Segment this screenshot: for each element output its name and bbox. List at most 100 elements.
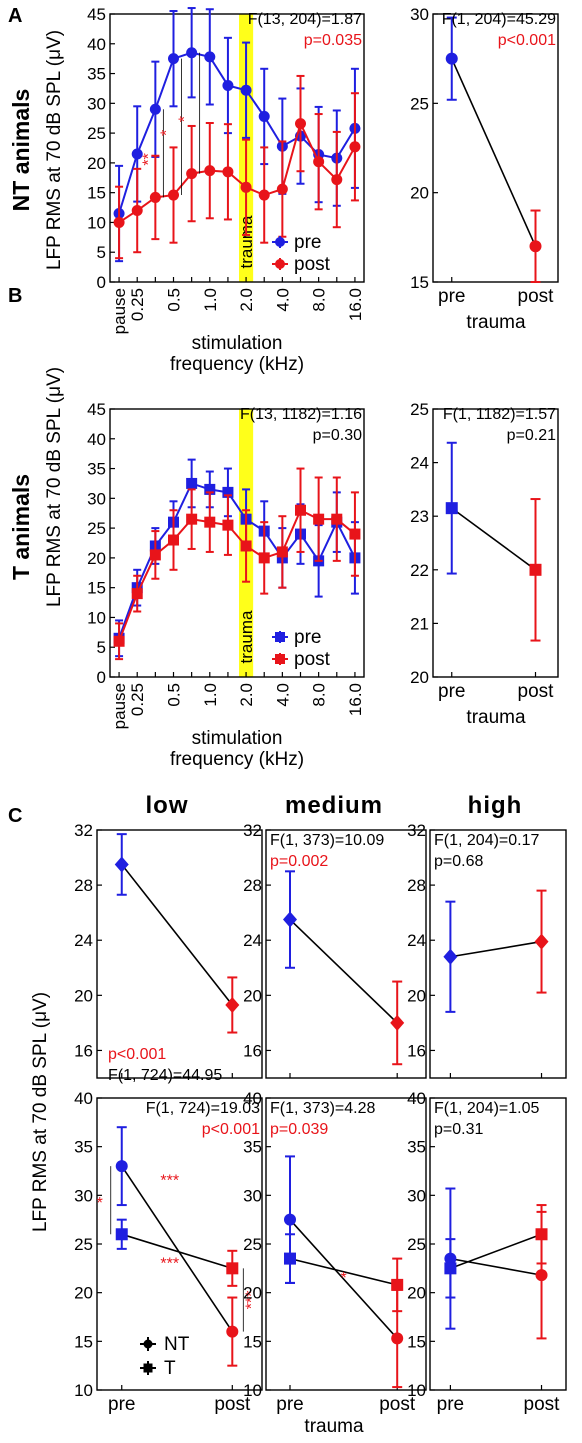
column-title-high: high [468,792,523,819]
series-T [284,1233,404,1313]
y-tick-label: 30 [87,489,106,508]
y-tick-label: 23 [410,507,429,526]
trauma-band-label: trauma [237,610,256,663]
data-point-pre [443,948,458,965]
x-tick-label-pre: pre [437,1394,464,1415]
data-point-post [168,534,179,546]
plot-frame [96,829,263,1079]
y-tick-label: 32 [243,821,262,840]
x-tick-label-pre: pre [108,1394,135,1415]
chart-A-right: 15 20 25 30 pre post F(1, 204)=45.29 p<0.001 [410,5,559,307]
x-tick-label: 0.5 [165,683,184,707]
xlabel-a-right: trauma [466,312,526,333]
data-point-post [534,933,549,950]
y-tick-label: 28 [74,876,93,895]
y-tick-label: 15 [74,1332,93,1351]
data-point-post [149,191,161,203]
stat-annotation: F(1, 204)=0.17 [434,832,540,849]
xlabel-a-line2: frequency (kHz) [170,354,304,375]
y-tick-label: 32 [74,821,93,840]
legend-label-pre: pre [294,232,321,253]
plot-frame [432,13,559,283]
y-tick-label: 5 [97,638,106,657]
data-point-post [535,1228,548,1241]
data-point-post [349,141,361,153]
stat-annotation: p<0.001 [108,1046,166,1063]
data-point-post [276,546,288,558]
legend-marker-T [143,1363,153,1373]
significance-stars: * [177,116,194,122]
y-tick-label: 10 [87,608,106,627]
plot-frame [429,829,567,1079]
data-point-pre [444,1262,457,1275]
y-tick-label: 25 [410,400,429,419]
series-line [289,1219,398,1339]
data-point-post [313,156,325,168]
stat-annotation: F(1, 724)=19.03 [146,1100,260,1117]
y-tick-label: 0 [97,668,106,687]
data-point-post [391,1332,404,1345]
data-point-post [204,165,216,177]
column-title-medium: medium [285,792,383,819]
data-point-post [240,181,252,193]
x-tick-label: 2.0 [237,288,256,312]
stat-annotation: p=0.21 [507,427,556,444]
x-tick-label: 8.0 [310,288,329,312]
chart-C-medium-top: 16 20 24 28 32 F(1, 373)=10.09 p=0.002 [243,821,427,1079]
data-point-post [276,183,288,195]
data-point-post [295,118,306,130]
y-tick-label: 40 [74,1089,93,1108]
data-point-pre [222,486,234,498]
ylabel-b: LFP RMS at 70 dB SPL (μV) [44,367,65,607]
data-point-pre [204,483,216,495]
data-point-post [529,563,542,576]
data-point-post [131,205,143,217]
stat-f-a: F(13, 204)=1.87 [248,11,362,28]
stat-annotation: F(1, 204)=1.05 [434,1100,540,1117]
y-tick-label: 10 [87,213,106,232]
significance-stars: * [97,1195,103,1212]
data-point-post [186,513,198,525]
legend-marker-post [275,259,285,269]
y-tick-label: 40 [243,1089,262,1108]
data-point-post [113,635,125,647]
xlabel-b-line2: frequency (kHz) [170,749,304,770]
series-line [450,940,542,958]
legend-marker-pre [275,632,285,642]
y-tick-label: 24 [74,931,93,950]
y-tick-label: 25 [87,519,106,538]
data-point-post [258,552,270,564]
x-tick-label: pause [110,683,129,729]
y-tick-label: 25 [74,1235,93,1254]
x-tick-label-post: post [379,1394,416,1415]
series-0 [283,870,405,1066]
data-point-pre [115,1228,128,1241]
stat-annotation: F(1, 204)=45.29 [442,11,556,28]
y-tick-label: 35 [407,1138,426,1157]
x-tick-label: pause [110,288,129,334]
data-point-pre [149,103,161,115]
data-point-post [168,189,179,201]
data-point-post [390,1014,405,1031]
significance-stars: *** [243,1291,260,1310]
data-point-pre [240,84,252,96]
y-tick-label: 40 [87,35,106,54]
series-post [113,467,361,661]
panel-label-c: C [8,805,22,827]
data-point-pre [115,1160,128,1173]
series-0 [114,833,240,1034]
series-0 [445,441,542,642]
legend-label-post: post [294,254,331,275]
series-NT [115,1126,239,1367]
data-point-post [204,516,216,528]
y-tick-label: 25 [407,1235,426,1254]
x-tick-label-post: post [518,681,555,702]
chart-B-left: trauma 0 5 10 15 20 25 30 35 40 45 pause 0.25 0.5 1.0 2… [87,400,365,729]
significance-stars: *** [160,1255,179,1272]
stat-annotation: p<0.001 [498,32,556,49]
plot-frame [109,13,365,283]
x-tick-label: 0.25 [128,683,147,716]
chart-C-high-top: 16 20 24 28 32 F(1, 204)=0.17 p=0.68 [407,821,567,1079]
x-tick-label: 2.0 [237,683,256,707]
data-point-pre [222,79,234,91]
